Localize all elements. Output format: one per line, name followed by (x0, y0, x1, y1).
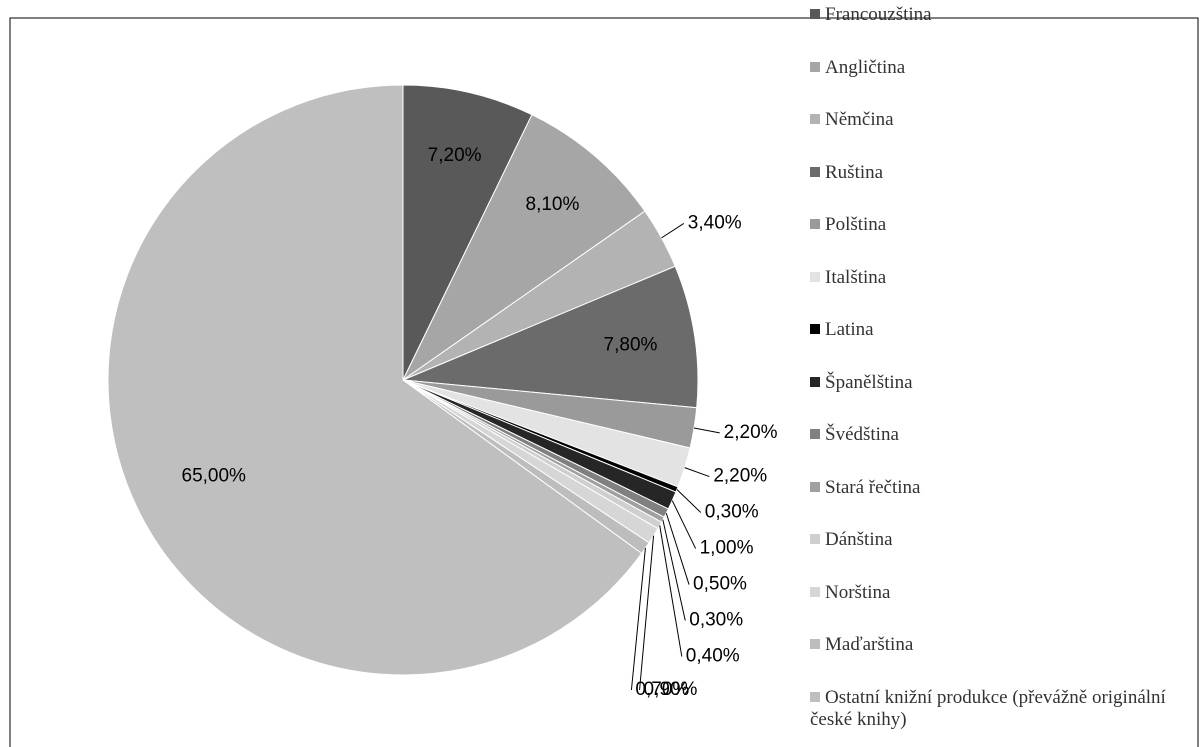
legend-item: Angličtina (810, 57, 1195, 79)
legend-swatch (810, 271, 820, 282)
legend-swatch (810, 61, 820, 72)
legend-swatch (810, 639, 820, 649)
legend-label: Španělština (825, 371, 913, 393)
legend-item: Ruština (810, 162, 1195, 184)
legend-swatch (810, 324, 820, 334)
legend-swatch (810, 376, 820, 387)
legend-label: Latina (825, 319, 874, 340)
legend-item: Polština (810, 214, 1195, 236)
legend-item: Němčina (810, 109, 1195, 131)
legend-swatch (810, 691, 820, 702)
legend-item: Francouzština (810, 4, 1195, 26)
legend-item: Dánština (810, 529, 1195, 551)
legend-item: Latina (810, 319, 1195, 341)
legend-label: Dánština (825, 529, 893, 550)
legend-label: Maďarština (825, 634, 914, 655)
data-label: 0,40% (686, 646, 740, 667)
data-label: 2,20% (713, 466, 767, 487)
legend-swatch (810, 481, 820, 492)
data-label: 7,20% (428, 145, 482, 166)
data-label: 1,00% (700, 538, 754, 559)
leader-line (676, 489, 702, 513)
legend-item: Italština (810, 267, 1195, 289)
legend-label: Francouzština (825, 4, 932, 25)
data-label: 0,30% (689, 610, 743, 631)
data-label: 0,50% (693, 574, 747, 595)
data-label: 65,00% (182, 465, 247, 486)
pie-slice (401, 114, 646, 382)
legend-item: Španělština (810, 372, 1195, 394)
leader-line (671, 500, 697, 549)
pie-slice (402, 265, 699, 409)
legend-swatch (810, 429, 820, 439)
legend-item: Norština (810, 582, 1195, 604)
legend-label: Norština (825, 581, 891, 603)
legend-label: Angličtina (825, 56, 906, 78)
legend-label: Stará řečtina (825, 476, 921, 498)
legend-swatch (810, 586, 820, 597)
data-label: 7,80% (604, 334, 658, 355)
legend-item: Švédština (810, 424, 1195, 446)
legend-swatch (810, 166, 820, 177)
chart-frame (9, 17, 1199, 747)
legend-item: Ostatní knižní produkce (převážně origin… (810, 687, 1195, 731)
legend-item: Stará řečtina (810, 477, 1195, 499)
legend-label: Ostatní knižní produkce (převážně origin… (810, 686, 1166, 730)
legend-label: Ruština (825, 161, 884, 183)
leader-line (639, 535, 655, 691)
leader-line (659, 525, 683, 657)
legend-label: Němčina (825, 109, 894, 130)
data-label: 0,70% (635, 679, 689, 700)
legend-label: Polština (825, 214, 887, 235)
legend-item: Maďarština (810, 634, 1195, 656)
leader-line (630, 548, 646, 691)
data-label: 0,30% (705, 502, 759, 523)
pie-slice (402, 84, 533, 381)
legend-swatch (810, 534, 820, 544)
leader-line (665, 512, 690, 585)
data-label: 2,20% (724, 422, 778, 443)
legend-label: Švédština (825, 424, 899, 445)
leader-line (661, 223, 685, 239)
legend-label: Italština (825, 266, 887, 288)
leader-line (684, 467, 710, 478)
data-label: 3,40% (688, 212, 742, 233)
data-label: 0,90% (644, 679, 698, 700)
data-label: 8,10% (526, 194, 580, 215)
legend-swatch (810, 114, 820, 124)
leader-line (662, 519, 686, 621)
legend-swatch (810, 219, 820, 229)
leader-line (693, 427, 720, 434)
legend-swatch (810, 9, 820, 19)
pie-slice (107, 84, 643, 676)
